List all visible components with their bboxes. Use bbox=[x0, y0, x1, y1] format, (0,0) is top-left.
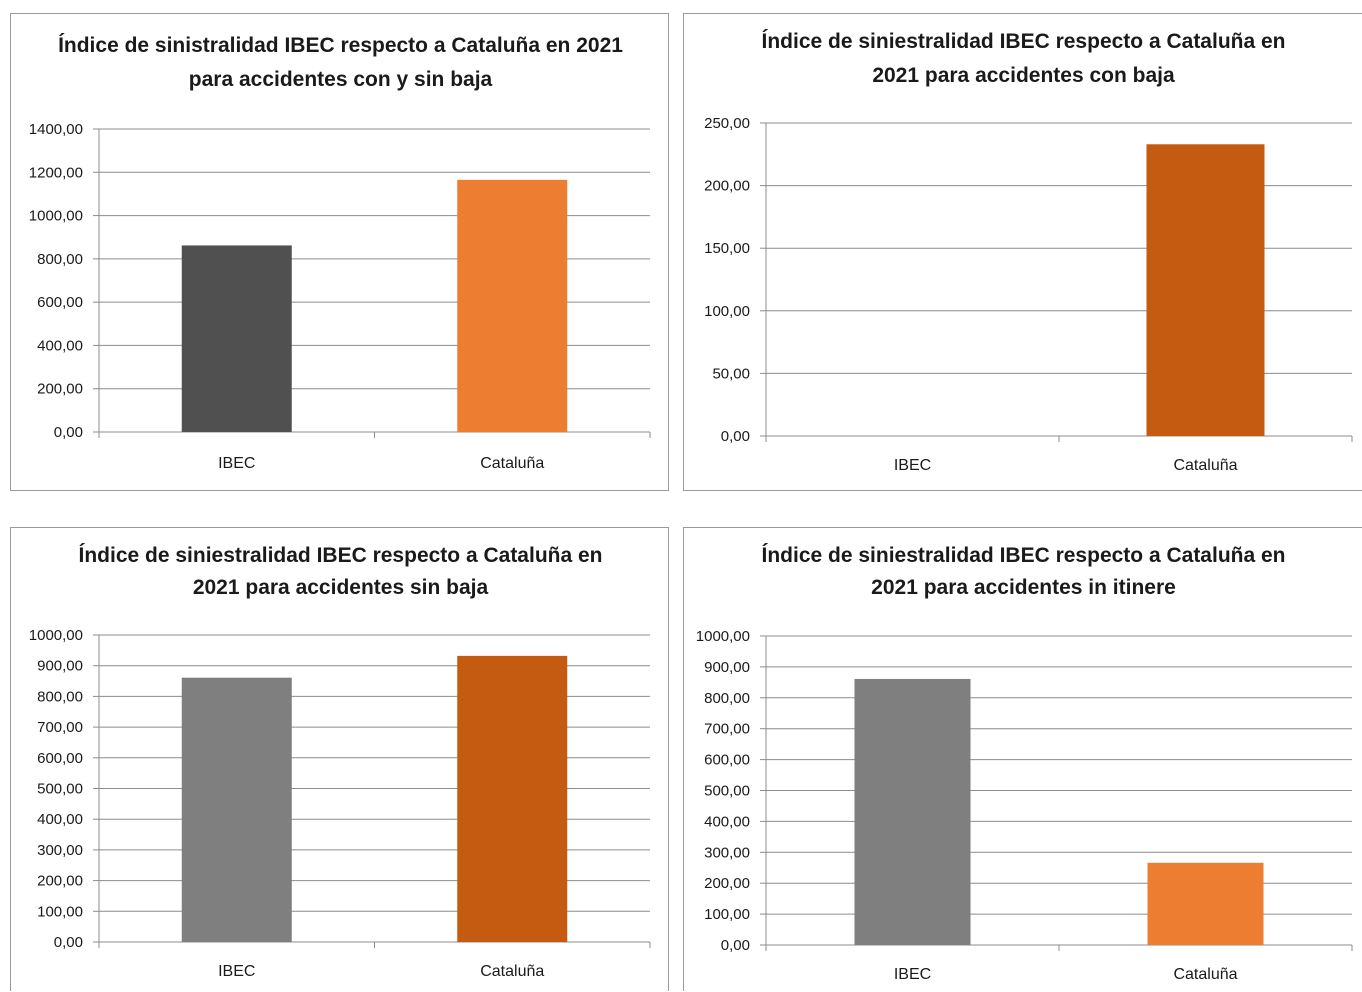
bar-ibec bbox=[181, 245, 292, 432]
y-tick-label: 400,00 bbox=[704, 813, 750, 830]
chart-title-line: Índice de siniestralidad IBEC respecto a… bbox=[79, 544, 603, 567]
chart-title-line: Índice de sinistralidad IBEC respecto a … bbox=[58, 34, 623, 57]
x-category-label: Cataluña bbox=[480, 963, 544, 980]
bar-catalu-a bbox=[1146, 144, 1265, 436]
y-tick-label: 1000,00 bbox=[29, 208, 83, 225]
x-category-label: Cataluña bbox=[480, 455, 544, 472]
y-tick-label: 0,00 bbox=[721, 428, 750, 445]
y-tick-label: 400,00 bbox=[37, 337, 83, 354]
chart-panel-con-y-sin-baja: Índice de sinistralidad IBEC respecto a … bbox=[10, 13, 669, 491]
x-category-label: Cataluña bbox=[1173, 457, 1237, 474]
y-tick-label: 800,00 bbox=[37, 688, 83, 705]
y-tick-label: 700,00 bbox=[704, 721, 750, 738]
y-tick-label: 0,00 bbox=[54, 424, 83, 441]
x-category-label: IBEC bbox=[894, 966, 931, 983]
chart-title-line: para accidentes con y sin baja bbox=[189, 68, 493, 91]
y-tick-label: 900,00 bbox=[704, 659, 750, 676]
bar-catalu-a bbox=[457, 179, 568, 432]
y-tick-label: 200,00 bbox=[704, 875, 750, 892]
y-tick-label: 200,00 bbox=[37, 381, 83, 398]
y-tick-label: 1000,00 bbox=[29, 627, 83, 644]
chart-title-line: 2021 para accidentes sin baja bbox=[193, 576, 489, 599]
y-tick-label: 1400,00 bbox=[29, 121, 83, 138]
y-tick-label: 1200,00 bbox=[29, 164, 83, 181]
x-category-label: IBEC bbox=[894, 457, 931, 474]
bar-ibec bbox=[854, 678, 971, 945]
chart-panel-con-baja: Índice de siniestralidad IBEC respecto a… bbox=[683, 13, 1362, 491]
bar-chart-in-itinere: Índice de siniestralidad IBEC respecto a… bbox=[696, 544, 1353, 983]
x-category-label: IBEC bbox=[218, 963, 255, 980]
y-tick-label: 700,00 bbox=[37, 719, 83, 736]
y-tick-label: 600,00 bbox=[704, 752, 750, 769]
y-tick-label: 300,00 bbox=[37, 842, 83, 859]
y-tick-label: 400,00 bbox=[37, 811, 83, 828]
y-tick-label: 500,00 bbox=[37, 781, 83, 798]
chart-title-line: 2021 para accidentes con baja bbox=[872, 64, 1175, 87]
y-tick-label: 150,00 bbox=[704, 240, 750, 257]
y-tick-label: 200,00 bbox=[704, 178, 750, 195]
bar-chart-con-y-sin-baja: Índice de sinistralidad IBEC respecto a … bbox=[29, 34, 651, 472]
y-tick-label: 800,00 bbox=[704, 690, 750, 707]
y-tick-label: 100,00 bbox=[37, 903, 83, 920]
y-tick-label: 200,00 bbox=[37, 873, 83, 890]
y-tick-label: 1000,00 bbox=[696, 628, 750, 645]
y-tick-label: 250,00 bbox=[704, 115, 750, 132]
y-tick-label: 0,00 bbox=[721, 937, 750, 954]
y-tick-label: 500,00 bbox=[704, 783, 750, 800]
y-tick-label: 300,00 bbox=[704, 844, 750, 861]
chart-title-line: 2021 para accidentes in itinere bbox=[871, 576, 1176, 599]
bar-catalu-a bbox=[457, 655, 568, 942]
bar-catalu-a bbox=[1147, 862, 1264, 945]
y-tick-label: 800,00 bbox=[37, 251, 83, 268]
chart-title-line: Índice de siniestralidad IBEC respecto a… bbox=[762, 544, 1286, 567]
chart-panel-in-itinere: Índice de siniestralidad IBEC respecto a… bbox=[683, 527, 1362, 991]
y-tick-label: 0,00 bbox=[54, 934, 83, 951]
chart-title-line: Índice de siniestralidad IBEC respecto a… bbox=[762, 30, 1286, 53]
chart-panel-sin-baja: Índice de siniestralidad IBEC respecto a… bbox=[10, 527, 669, 991]
y-tick-label: 900,00 bbox=[37, 658, 83, 675]
y-tick-label: 50,00 bbox=[712, 365, 750, 382]
x-category-label: IBEC bbox=[218, 455, 255, 472]
y-tick-label: 100,00 bbox=[704, 906, 750, 923]
bar-ibec bbox=[181, 677, 292, 942]
y-tick-label: 600,00 bbox=[37, 294, 83, 311]
y-tick-label: 600,00 bbox=[37, 750, 83, 767]
bar-chart-con-baja: Índice de siniestralidad IBEC respecto a… bbox=[704, 30, 1353, 474]
bar-chart-sin-baja: Índice de siniestralidad IBEC respecto a… bbox=[29, 544, 651, 980]
y-tick-label: 100,00 bbox=[704, 303, 750, 320]
x-category-label: Cataluña bbox=[1173, 966, 1237, 983]
